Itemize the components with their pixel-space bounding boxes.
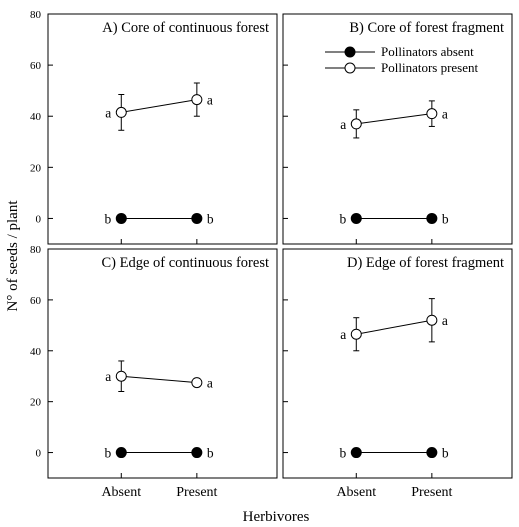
x-tick-label: Absent (336, 485, 376, 500)
significance-label: b (105, 446, 112, 461)
data-point (191, 212, 203, 224)
y-tick-label: 20 (30, 397, 42, 409)
x-tick-label: Absent (101, 485, 141, 500)
data-point (426, 212, 438, 224)
y-tick-label: 0 (36, 213, 42, 225)
significance-label: a (207, 93, 213, 108)
significance-label: b (442, 211, 449, 226)
panel-title: D) Edge of forest fragment (347, 255, 504, 271)
data-point (115, 106, 127, 118)
panel-frame (282, 13, 513, 245)
significance-label: a (105, 369, 111, 384)
panel-title: A) Core of continuous forest (102, 20, 269, 36)
data-point (115, 212, 127, 224)
significance-label: b (207, 446, 214, 461)
y-axis-title: N° of seeds / plant (5, 200, 21, 312)
data-point (350, 118, 362, 130)
significance-label: b (340, 211, 347, 226)
data-point (115, 370, 127, 382)
x-tick-label: Present (176, 485, 217, 500)
series-pollinators-present: aa (340, 298, 448, 352)
y-tick-label: 20 (30, 162, 42, 174)
series-line (356, 319, 432, 335)
significance-label: a (442, 107, 448, 122)
legend-marker (344, 62, 356, 74)
data-point (191, 447, 203, 459)
y-tick-label: 0 (36, 448, 42, 460)
y-tick-label: 60 (30, 60, 42, 72)
legend-marker (344, 46, 356, 58)
significance-label: b (340, 446, 347, 461)
series-line (121, 99, 197, 113)
significance-label: b (442, 446, 449, 461)
series-line (356, 113, 432, 125)
significance-label: a (207, 376, 213, 391)
x-axis-title: Herbivores (243, 509, 310, 525)
y-tick-label: 80 (30, 9, 42, 21)
panel-frame (282, 248, 513, 479)
legend-label: Pollinators absent (381, 44, 474, 59)
panel-d: Absent Present D) Edge of forest fragment b… (282, 248, 513, 500)
significance-label: a (340, 117, 346, 132)
data-point (350, 447, 362, 459)
significance-label: b (207, 211, 214, 226)
data-point (426, 447, 438, 459)
data-point (350, 328, 362, 340)
data-point (115, 447, 127, 459)
data-point (191, 377, 203, 389)
panel-title: B) Core of forest fragment (349, 20, 504, 36)
y-tick-label: 40 (30, 111, 42, 123)
panel-title: C) Edge of continuous forest (101, 255, 269, 271)
y-tick-label: 80 (30, 244, 42, 256)
significance-label: a (105, 105, 111, 120)
data-point (191, 94, 203, 106)
series-line (121, 375, 197, 384)
series-pollinators-present: aa (105, 82, 213, 131)
data-point (426, 314, 438, 326)
panel-c: 0 20 40 60 80 Absent Present C) Edge of continu… (30, 244, 278, 500)
panel-frame (47, 248, 278, 479)
legend-label: Pollinators present (381, 60, 479, 75)
data-point (426, 108, 438, 120)
significance-label: b (105, 211, 112, 226)
x-tick-label: Present (411, 485, 452, 500)
significance-label: a (340, 327, 346, 342)
series-pollinators-present: aa (340, 100, 448, 139)
y-tick-label: 40 (30, 346, 42, 358)
panel-frame (47, 13, 278, 245)
y-tick-label: 60 (30, 295, 42, 307)
data-point (350, 212, 362, 224)
significance-label: a (442, 313, 448, 328)
